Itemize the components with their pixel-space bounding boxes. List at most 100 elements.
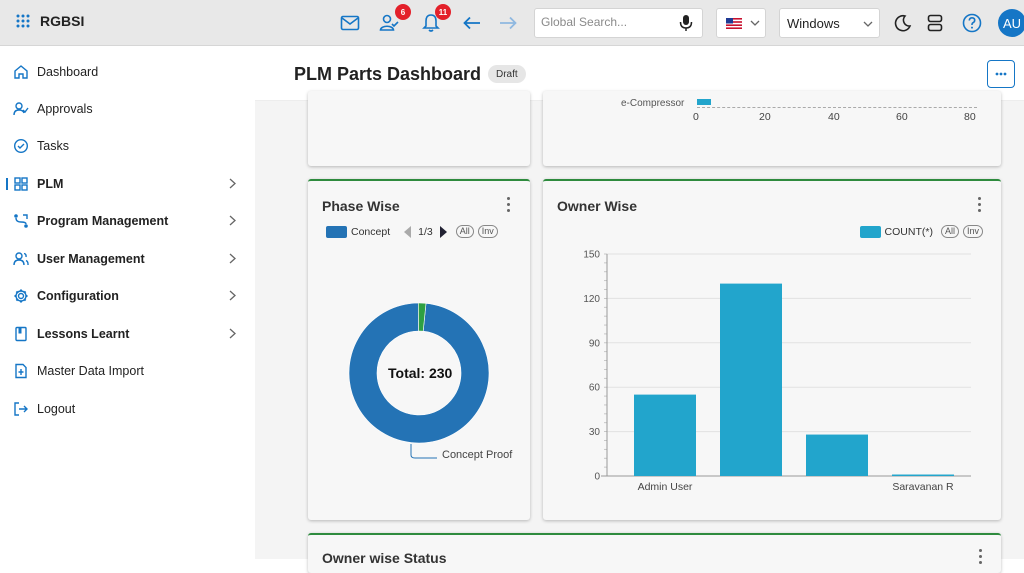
legend-swatch[interactable] <box>326 225 347 238</box>
mail-icon[interactable] <box>338 11 362 35</box>
sidebar-item-label: Tasks <box>37 139 69 153</box>
bar[interactable] <box>720 283 782 476</box>
y-tick-label: 60 <box>589 383 601 394</box>
y-tick-label: 90 <box>589 338 601 349</box>
kebab-menu-icon[interactable] <box>979 549 983 565</box>
os-select[interactable]: Windows <box>779 8 880 38</box>
bell-icon[interactable]: 11 <box>419 4 451 35</box>
approvals-badge: 6 <box>395 4 411 20</box>
book-icon <box>15 326 27 342</box>
more-horizontal-icon <box>995 72 1007 76</box>
sidebar-item-configuration[interactable]: Configuration <box>0 282 255 310</box>
legend-swatch[interactable] <box>859 225 881 238</box>
x-tick-label: 60 <box>896 111 908 123</box>
kebab-menu-icon[interactable] <box>978 197 982 213</box>
active-indicator <box>6 178 8 190</box>
search-input[interactable] <box>541 15 671 29</box>
bar[interactable] <box>634 394 696 476</box>
axis-line <box>697 107 977 108</box>
user-check-icon <box>13 102 29 116</box>
sidebar-item-label: Lessons Learnt <box>37 327 130 341</box>
sidebar-item-master-data-import[interactable]: Master Data Import <box>0 357 255 385</box>
phase-wise-card: Phase Wise Concept 1/3 All Inv Total: 23… <box>308 179 530 520</box>
owner-wise-status-card: Owner wise Status <box>308 533 1001 573</box>
sidebar-item-dashboard[interactable]: Dashboard <box>0 58 255 86</box>
sidebar: Dashboard Approvals Tasks PLM Program Ma… <box>0 47 273 559</box>
brand[interactable]: RGBSI <box>16 13 84 29</box>
x-tick-label: Saravanan R <box>892 481 954 493</box>
top-bar: RGBSI 6 11 Windows <box>0 0 1024 46</box>
sidebar-item-plm[interactable]: PLM <box>0 170 255 198</box>
users-icon <box>13 252 29 266</box>
sidebar-item-approvals[interactable]: Approvals <box>0 95 255 123</box>
chevron-right-icon <box>229 253 236 264</box>
bar[interactable] <box>892 474 954 477</box>
slice-leader-line <box>410 444 437 459</box>
sidebar-item-lessons-learnt[interactable]: Lessons Learnt <box>0 320 255 348</box>
microphone-icon[interactable] <box>679 14 693 32</box>
y-tick-label: 150 <box>583 250 600 261</box>
help-icon[interactable] <box>960 11 984 35</box>
bar-chart: 0 30 60 90 120 150 Admin User Saravanan R <box>583 250 971 493</box>
sidebar-item-tasks[interactable]: Tasks <box>0 132 255 160</box>
chevron-down-icon <box>750 20 760 26</box>
sidebar-item-label: Program Management <box>37 214 169 228</box>
donut-center-total: Total: 230 <box>388 365 453 381</box>
chevron-right-icon <box>229 290 236 301</box>
legend-label[interactable]: COUNT(*) <box>884 225 933 238</box>
x-tick-label: 0 <box>693 111 699 123</box>
y-tick-label: 30 <box>589 427 601 438</box>
legend-all-button[interactable]: All <box>455 225 474 238</box>
chevron-right-icon <box>229 215 236 226</box>
x-tick-label: Admin User <box>638 481 693 493</box>
more-options-button[interactable] <box>987 60 1015 88</box>
kebab-menu-icon[interactable] <box>507 197 511 213</box>
sidebar-item-label: User Management <box>37 252 145 266</box>
sidebar-item-label: Approvals <box>37 102 93 116</box>
legend-inverse-button[interactable]: Inv <box>962 225 983 238</box>
gear-icon <box>14 289 28 303</box>
slice-label: Concept Proof <box>442 449 513 461</box>
language-select[interactable] <box>716 8 766 38</box>
file-import-icon <box>15 363 27 379</box>
chart-legend: Concept 1/3 All Inv <box>326 225 498 238</box>
y-tick-label: 120 <box>583 294 600 305</box>
bar[interactable] <box>806 434 868 476</box>
next-page-icon[interactable] <box>439 225 447 238</box>
forward-arrow-icon[interactable] <box>496 11 520 35</box>
notifications-badge: 11 <box>435 4 451 20</box>
mini-bar <box>697 99 711 105</box>
sidebar-item-label: Master Data Import <box>37 364 144 378</box>
prev-page-icon[interactable] <box>404 225 412 238</box>
donut-slice[interactable] <box>418 302 427 332</box>
global-search[interactable] <box>534 8 703 38</box>
apps-grid-icon[interactable] <box>16 14 30 28</box>
moon-icon[interactable] <box>891 11 915 35</box>
us-flag-icon <box>726 17 742 29</box>
server-icon[interactable] <box>923 11 947 35</box>
logout-icon <box>14 402 28 416</box>
sidebar-item-label: Dashboard <box>37 65 99 79</box>
sidebar-item-user-management[interactable]: User Management <box>0 245 255 273</box>
os-select-value: Windows <box>787 15 840 31</box>
sidebar-item-label: PLM <box>37 177 64 191</box>
avatar[interactable]: AU <box>998 9 1024 37</box>
page-title: PLM Parts Dashboard <box>294 64 482 84</box>
sidebar-item-program-management[interactable]: Program Management <box>0 207 255 235</box>
legend-all-button[interactable]: All <box>940 225 959 238</box>
approvals-icon[interactable]: 6 <box>377 4 411 35</box>
owner-wise-card: Owner Wise COUNT(*) All Inv 0 30 60 90 120 15… <box>543 179 1001 520</box>
grid-icon <box>14 177 28 191</box>
legend-inverse-button[interactable]: Inv <box>477 225 498 238</box>
flow-icon <box>14 214 28 228</box>
category-label: e-Compressor <box>621 98 685 109</box>
donut-slice[interactable] <box>348 302 490 444</box>
sidebar-item-logout[interactable]: Logout <box>0 395 255 423</box>
check-circle-icon <box>13 138 29 154</box>
y-tick-label: 0 <box>594 472 600 483</box>
legend-pager: 1/3 <box>418 225 433 238</box>
legend-label[interactable]: Concept <box>351 225 391 238</box>
back-arrow-icon[interactable] <box>460 11 484 35</box>
x-tick-label: 80 <box>964 111 976 123</box>
x-tick-label: 40 <box>828 111 840 123</box>
